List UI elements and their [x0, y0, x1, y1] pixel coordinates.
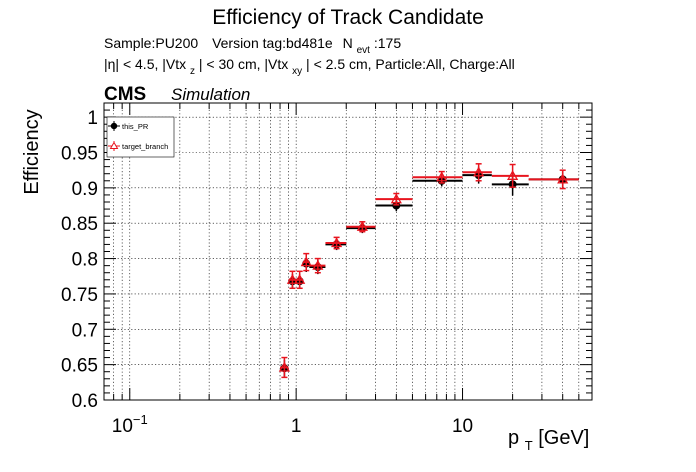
data-series	[278, 163, 579, 379]
x-tick-label: 10−1	[112, 412, 148, 437]
data-point	[346, 220, 376, 233]
legend-marker-this-pr	[108, 121, 120, 131]
plot-frame	[103, 102, 593, 401]
vtxxy-subscript: xy	[292, 66, 302, 77]
x-axis-label-unit: [GeV]	[538, 427, 589, 449]
marker-triangle	[356, 220, 368, 231]
legend-box	[106, 116, 175, 158]
nevt-subscript: evt	[357, 45, 371, 56]
data-point	[300, 252, 312, 272]
sample-text: Sample:PU200	[104, 35, 198, 51]
y-tick-labels: 0.6 0.65 0.7 0.75 0.8 0.85 0.9 0.95 1	[61, 108, 98, 412]
y-tick-label: 0.6	[72, 391, 98, 412]
legend: this_PR target_branch	[106, 116, 175, 158]
marker-triangle	[278, 361, 291, 372]
x-axis-label-sub: T	[525, 438, 533, 453]
cut-particle-charge: | < 2.5 cm, Particle:All, Charge:All	[306, 56, 515, 72]
marker-triangle	[300, 256, 312, 267]
subtitle-line-2: |η| < 4.5, |Vtx z | < 30 cm, |Vtx xy | <…	[104, 56, 515, 77]
vtxz-subscript: z	[190, 66, 195, 77]
x-tick-label: 1	[291, 416, 302, 437]
cms-label: CMS	[104, 84, 146, 105]
axis-ticks	[103, 102, 593, 401]
data-point	[528, 169, 579, 190]
legend-label-this-pr: this_PR	[122, 122, 149, 131]
y-tick-label: 0.8	[72, 250, 98, 271]
y-tick-label: 0.9	[72, 179, 98, 200]
legend-marker-target-branch	[108, 141, 120, 151]
marker-triangle	[557, 173, 569, 184]
simulation-label: Simulation	[171, 85, 250, 104]
y-axis-label: Efficiency	[21, 109, 43, 194]
nevt-symbol: N	[343, 35, 353, 51]
x-tick-labels: 10−1 1 10	[112, 412, 473, 437]
marker-triangle	[473, 166, 485, 177]
series-target_branch	[278, 163, 579, 379]
data-point	[294, 270, 306, 290]
chart-title: Efficiency of Track Candidate	[212, 6, 484, 29]
data-point	[491, 163, 529, 188]
legend-label-target-branch: target_branch	[122, 142, 168, 151]
y-tick-label: 0.65	[61, 356, 98, 377]
cut-vtxxy: | < 30 cm, |Vtx	[199, 56, 288, 72]
y-tick-label: 0.75	[61, 285, 98, 306]
data-point	[375, 192, 413, 206]
y-tick-label: 0.85	[61, 214, 98, 235]
marker-triangle	[294, 273, 306, 284]
cut-eta-vtxz: |η| < 4.5, |Vtx	[104, 56, 186, 72]
y-tick-label: 0.95	[61, 144, 98, 165]
x-axis-label: p T [GeV]	[508, 427, 589, 455]
y-tick-label: 1	[87, 108, 98, 129]
data-point	[286, 270, 299, 290]
version-text: Version tag:bd481e	[212, 35, 333, 51]
marker-triangle	[507, 170, 519, 180]
data-point	[462, 163, 492, 182]
data-point	[278, 356, 291, 379]
data-point	[325, 236, 347, 250]
x-tick-label: 10	[452, 416, 473, 437]
marker-triangle	[286, 273, 299, 284]
subtitle-line-1: Sample:PU200 Version tag:bd481e N evt :1…	[104, 35, 401, 56]
marker-triangle	[390, 193, 402, 204]
data-point	[309, 257, 326, 274]
marker-triangle	[330, 237, 343, 248]
marker-triangle	[312, 259, 324, 270]
data-point	[412, 170, 463, 184]
marker-triangle	[436, 171, 448, 182]
x-axis-label-main: p	[508, 427, 519, 449]
y-tick-label: 0.7	[72, 320, 98, 341]
nevt-value: :175	[374, 35, 401, 51]
